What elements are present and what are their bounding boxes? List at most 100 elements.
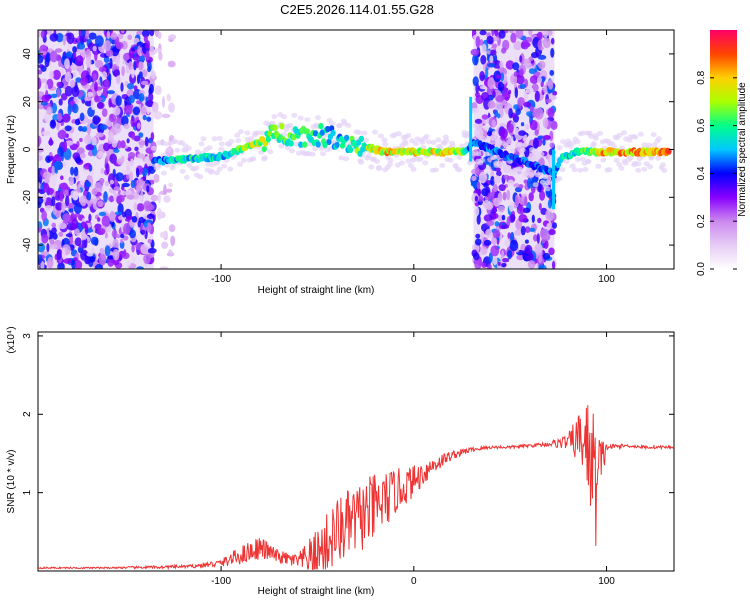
ridge-haze — [271, 114, 278, 119]
noise-blob — [501, 214, 506, 221]
ridge-haze — [613, 157, 620, 163]
ridge-haze — [409, 138, 416, 144]
noise-blob — [508, 108, 513, 119]
noise-blob — [45, 52, 51, 63]
noise-blob — [505, 60, 515, 70]
ridge-cell — [304, 128, 310, 135]
ridge-cell — [318, 122, 324, 130]
noise-blob — [168, 102, 175, 113]
ridge-haze — [627, 155, 634, 161]
noise-blob — [506, 216, 511, 227]
ridge-haze — [244, 130, 251, 136]
noise-blob — [476, 181, 481, 190]
noise-blob — [138, 61, 144, 71]
noise-blob — [108, 195, 115, 202]
noise-blob — [474, 238, 482, 246]
noise-blob — [496, 170, 502, 177]
noise-blob — [152, 101, 159, 113]
noise-blob — [140, 229, 146, 235]
noise-blob — [470, 48, 480, 56]
ridge-haze — [443, 138, 450, 144]
noise-blob — [120, 238, 124, 244]
ridge-haze — [655, 136, 662, 142]
ridge-haze — [606, 167, 613, 173]
ridge-haze — [423, 134, 430, 139]
ridge-haze — [622, 160, 629, 166]
noise-blob — [513, 183, 520, 188]
heatmap-y-tick-label: 0 — [22, 146, 33, 152]
noise-blob — [123, 249, 127, 257]
ridge-haze — [254, 130, 261, 136]
ridge-haze — [651, 142, 658, 148]
noise-blob — [168, 249, 173, 257]
ridge-haze — [216, 136, 223, 141]
noise-blob — [479, 30, 487, 36]
ridge-haze — [407, 163, 414, 168]
snr-y-multiplier: (x10⁴) — [6, 326, 17, 353]
noise-blob — [167, 60, 176, 68]
ridge-haze — [618, 165, 625, 171]
noise-blob — [500, 128, 508, 139]
noise-blob — [542, 37, 551, 49]
noise-blob — [494, 30, 499, 37]
noise-blob — [64, 58, 70, 70]
ridge-haze — [193, 165, 200, 171]
noise-blob — [511, 162, 517, 168]
noise-blob — [513, 40, 522, 51]
ridge-haze — [517, 166, 523, 172]
snr-y-axis-label: SNR (10 * v/v) — [6, 450, 17, 514]
noise-blob — [153, 110, 163, 120]
ridge-haze — [377, 133, 384, 139]
noise-blob — [514, 196, 519, 206]
noise-blob — [97, 150, 104, 159]
noise-blob — [121, 182, 130, 188]
noise-blob — [537, 54, 547, 60]
noise-blob — [493, 197, 501, 207]
noise-blob — [139, 55, 146, 63]
noise-blob — [41, 251, 50, 256]
noise-blob — [136, 122, 141, 129]
noise-blob — [542, 135, 551, 140]
noise-blob — [38, 196, 44, 205]
noise-blob — [536, 76, 543, 84]
noise-blob — [138, 93, 145, 102]
noise-blob — [84, 30, 90, 40]
noise-blob — [63, 258, 73, 264]
heatmap-y-tick-label: -20 — [22, 190, 33, 205]
ridge-haze — [538, 151, 545, 157]
noise-blob — [137, 153, 145, 159]
noise-blob — [64, 140, 74, 146]
noise-blob — [532, 137, 539, 149]
ridge-haze — [237, 129, 244, 135]
noise-blob — [547, 79, 554, 90]
ridge-haze — [413, 141, 419, 147]
ridge-haze — [291, 112, 298, 118]
noise-blob — [506, 189, 511, 201]
noise-blob — [104, 232, 108, 239]
noise-blob — [138, 195, 143, 202]
noise-blob — [529, 227, 536, 232]
noise-blob — [110, 32, 118, 40]
noise-blob — [486, 35, 494, 45]
noise-blob — [141, 69, 148, 77]
ridge-haze — [556, 145, 563, 151]
ridge-haze — [155, 164, 162, 170]
snr-panel: -100 0 100 1 2 3 Height of straight line (km) S… — [6, 326, 675, 597]
noise-blob — [84, 134, 92, 145]
ridge-haze — [646, 142, 652, 148]
ridge-haze — [328, 121, 335, 126]
noise-blob — [161, 113, 171, 119]
noise-blob — [140, 243, 149, 255]
noise-blob — [98, 66, 107, 73]
noise-blob — [130, 158, 134, 167]
ridge-cell — [267, 130, 273, 137]
ridge-cell — [298, 141, 304, 148]
noise-blob — [71, 259, 76, 269]
noise-blob — [552, 260, 556, 269]
noise-blob — [487, 63, 496, 68]
noise-blob — [126, 138, 130, 144]
noise-blob — [487, 50, 491, 55]
noise-blob — [62, 113, 71, 123]
ridge-haze — [585, 159, 592, 164]
noise-blob — [40, 30, 46, 39]
